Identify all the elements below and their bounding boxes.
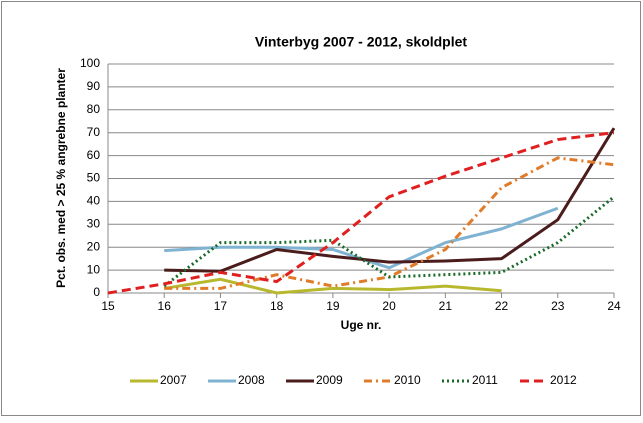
y-tick-label: 0 [93, 285, 100, 299]
x-tick-label: 20 [382, 299, 396, 313]
legend-label: 2010 [394, 373, 421, 387]
x-tick-label: 22 [495, 299, 509, 313]
series-line [164, 127, 616, 273]
y-tick-label: 100 [80, 56, 100, 70]
series-line [107, 131, 615, 295]
legend-label: 2012 [550, 373, 577, 387]
series-line [163, 195, 615, 288]
y-tick-label: 90 [87, 79, 101, 93]
x-tick-label: 21 [439, 299, 453, 313]
chart-title: Vinterbyg 2007 - 2012, skoldplet [255, 34, 468, 50]
y-tick-label: 70 [87, 125, 101, 139]
x-tick-label: 18 [270, 299, 284, 313]
y-tick-label: 30 [87, 216, 101, 230]
y-tick-label: 20 [87, 239, 101, 253]
y-tick-label: 50 [87, 171, 101, 185]
y-tick-label: 80 [87, 102, 101, 116]
x-axis-title: Uge nr. [341, 318, 382, 332]
y-axis-title: Pct. obs. med > 25 % angrebne planter [54, 68, 68, 288]
legend-label: 2007 [160, 373, 187, 387]
series-line [163, 277, 502, 295]
y-tick-label: 60 [87, 148, 101, 162]
x-tick-label: 24 [607, 299, 621, 313]
x-tick-label: 23 [551, 299, 565, 313]
legend-label: 2008 [238, 373, 265, 387]
y-tick-label: 10 [87, 262, 101, 276]
legend-label: 2011 [472, 373, 498, 387]
x-tick-label: 16 [158, 299, 172, 313]
x-tick-label: 17 [214, 299, 228, 313]
x-tick-label: 19 [326, 299, 340, 313]
y-tick-label: 40 [87, 194, 101, 208]
legend-label: 2009 [316, 373, 343, 387]
x-tick-label: 15 [101, 299, 115, 313]
